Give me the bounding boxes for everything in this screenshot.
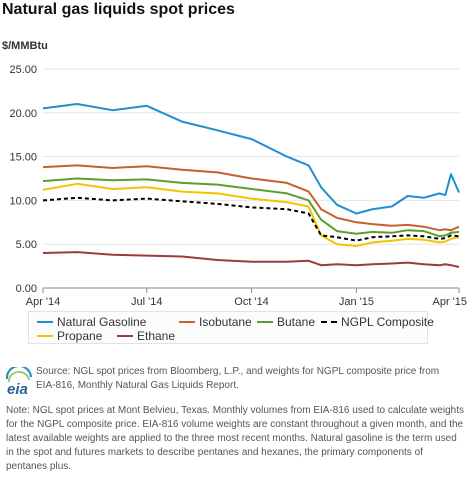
legend-swatch-ngpl-composite xyxy=(321,321,337,323)
legend-item-natural-gasoline: Natural Gasoline xyxy=(37,315,146,329)
source-note: Source: NGL spot prices from Bloomberg, … xyxy=(36,366,440,391)
series-line-ngpl-composite xyxy=(42,196,460,242)
line-chart: 0.00 5.00 10.00 15.00 20.00 25.00 Apr '14 Jul '… xyxy=(9,64,467,308)
legend-swatch-natural-gasoline xyxy=(37,321,53,323)
y-tick-label: 15.00 xyxy=(9,152,37,164)
series-line-natural-gasoline xyxy=(42,103,460,215)
legend-item-isobutane: Isobutane xyxy=(179,315,252,329)
footnote: Note: NGL spot prices at Mont Belvieu, T… xyxy=(6,405,464,472)
chart-legend: Natural Gasoline Isobutane Butane NGPL C… xyxy=(28,311,434,344)
legend-label-ngpl-composite: NGPL Composite xyxy=(341,315,434,329)
series-layer xyxy=(42,103,460,268)
legend-item-ngpl-composite: NGPL Composite xyxy=(321,315,434,329)
series-line-ethane xyxy=(42,251,460,268)
x-tick-label: Jul '14 xyxy=(131,296,162,308)
x-tick-label: Oct '14 xyxy=(234,296,269,308)
y-tick-label: 5.00 xyxy=(16,239,37,251)
grid-layer xyxy=(43,68,459,245)
legend-swatch-propane xyxy=(37,335,53,337)
axis-layer: 0.00 5.00 10.00 15.00 20.00 25.00 Apr '14 Jul '… xyxy=(9,64,467,308)
legend-swatch-butane xyxy=(257,321,273,323)
series-line-isobutane xyxy=(42,164,460,232)
eia-logo: eia xyxy=(5,367,33,397)
legend-item-ethane: Ethane xyxy=(117,329,175,343)
legend-label-ethane: Ethane xyxy=(137,329,176,343)
legend-label-butane: Butane xyxy=(277,315,316,329)
legend-item-butane: Butane xyxy=(257,315,315,329)
x-tick-label: Apr '15 xyxy=(432,296,467,308)
y-tick-label: 20.00 xyxy=(9,108,37,120)
legend-swatch-isobutane xyxy=(179,321,195,323)
y-tick-label: 25.00 xyxy=(9,64,37,76)
series-line-propane xyxy=(42,182,460,247)
legend-label-natural-gasoline: Natural Gasoline xyxy=(57,315,147,329)
legend-swatch-ethane xyxy=(117,335,133,337)
y-axis-unit-label: $/MMBtu xyxy=(2,40,48,52)
chart-title: Natural gas liquids spot prices xyxy=(2,1,235,18)
y-tick-label: 10.00 xyxy=(9,195,37,207)
series-line-butane xyxy=(42,177,460,238)
legend-item-propane: Propane xyxy=(37,329,102,343)
x-tick-label: Apr '14 xyxy=(26,296,61,308)
x-tick-label: Jan '15 xyxy=(339,296,374,308)
legend-label-isobutane: Isobutane xyxy=(199,315,252,329)
y-tick-label: 0.00 xyxy=(16,283,37,295)
legend-label-propane: Propane xyxy=(57,329,103,343)
eia-logo-text: eia xyxy=(7,381,28,397)
